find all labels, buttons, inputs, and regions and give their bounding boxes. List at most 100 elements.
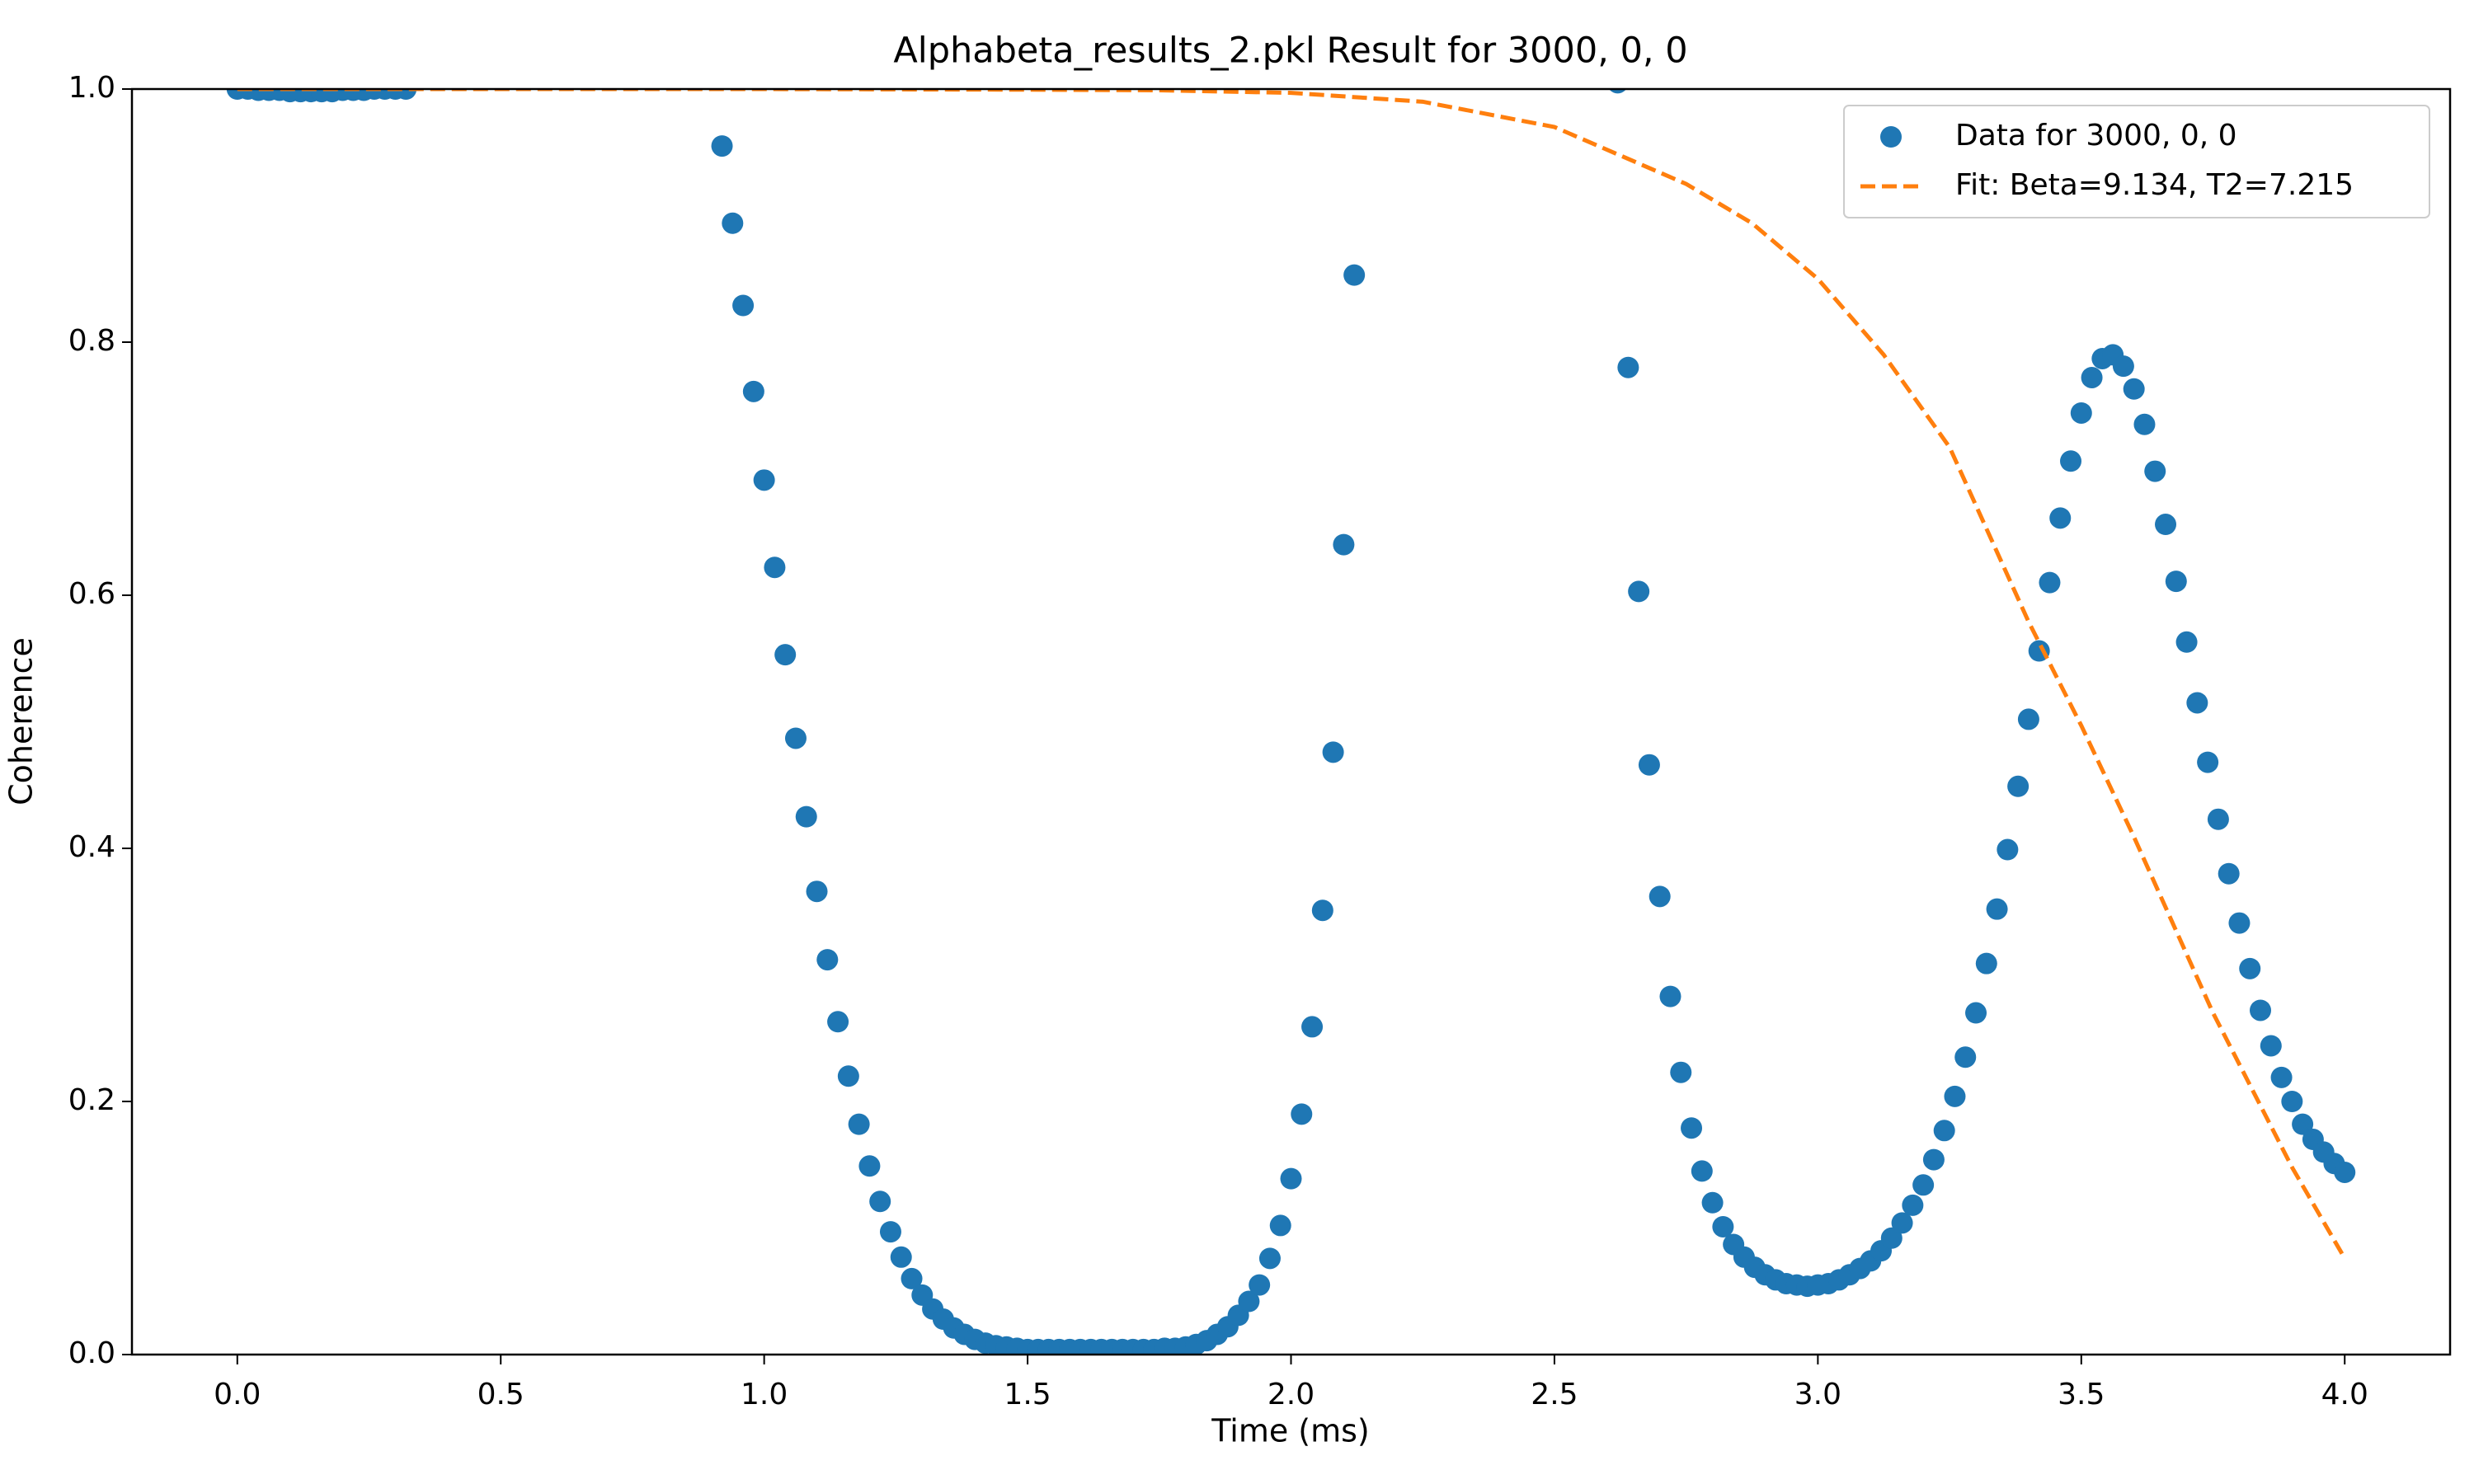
chart-title: Alphabeta_results_2.pkl Result for 3000,… — [893, 31, 1687, 72]
data-point — [1322, 741, 1344, 763]
data-point — [742, 380, 764, 402]
data-point — [1902, 1194, 1924, 1216]
x-tick-label: 4.0 — [2321, 1378, 2368, 1411]
data-point — [2155, 514, 2177, 536]
data-point — [1670, 1061, 1692, 1083]
data-point — [1691, 1160, 1713, 1182]
y-tick-label: 0.8 — [68, 324, 115, 358]
data-point — [1258, 1247, 1281, 1270]
data-point — [1609, 89, 1627, 94]
data-point — [2228, 912, 2251, 934]
data-point — [1311, 899, 1333, 922]
data-point — [2070, 402, 2092, 424]
data-point — [1249, 1274, 1271, 1296]
data-point — [1912, 1174, 1935, 1196]
data-point — [1659, 985, 1681, 1007]
data-point — [1280, 1167, 1302, 1190]
y-tick-label: 0.2 — [68, 1083, 115, 1117]
data-point — [1617, 356, 1639, 378]
data-point — [1965, 1002, 1987, 1024]
x-tick-label: 2.0 — [1268, 1378, 1315, 1411]
legend-label: Fit: Beta=9.134, T2=7.215 — [1955, 168, 2354, 202]
data-point — [901, 1267, 923, 1289]
data-point — [1712, 1215, 1734, 1237]
x-tick-label: 2.5 — [1531, 1378, 1578, 1411]
data-point — [1954, 1046, 1977, 1068]
data-point — [2218, 862, 2240, 885]
legend-box — [1843, 105, 2430, 218]
data-point — [806, 881, 828, 903]
plot-area — [226, 89, 2356, 1355]
data-point — [753, 469, 775, 491]
data-point — [395, 89, 417, 100]
data-point — [1986, 898, 2008, 920]
data-point — [2186, 692, 2208, 714]
x-tick-label: 3.0 — [1794, 1378, 1841, 1411]
y-tick-label: 1.0 — [68, 71, 115, 105]
x-axis-label: Time (ms) — [1211, 1413, 1370, 1449]
data-point — [2197, 751, 2219, 773]
data-point — [879, 1221, 901, 1243]
data-point — [2123, 378, 2145, 400]
data-point — [784, 727, 807, 749]
data-point — [1922, 1148, 1945, 1171]
data-point — [1269, 1214, 1291, 1237]
data-point — [1649, 885, 1671, 908]
data-point — [764, 556, 786, 579]
data-point — [2260, 1035, 2282, 1057]
y-tick-label: 0.0 — [68, 1336, 115, 1370]
data-point — [2081, 366, 2103, 388]
data-point — [2133, 413, 2156, 435]
data-point — [2239, 957, 2261, 979]
data-point — [1891, 1212, 1913, 1234]
data-point — [1944, 1085, 1966, 1107]
data-point — [848, 1113, 870, 1135]
data-point — [732, 294, 755, 317]
data-point — [1681, 1117, 1703, 1139]
data-point — [2334, 1161, 2356, 1183]
data-point — [2292, 1113, 2314, 1135]
data-point — [1701, 1191, 1724, 1214]
data-point — [1628, 580, 1650, 603]
data-point — [711, 135, 733, 157]
data-point — [2039, 571, 2061, 594]
data-point — [1997, 838, 2019, 861]
data-point — [1301, 1016, 1324, 1038]
data-point — [2144, 460, 2166, 482]
data-point — [2165, 571, 2187, 593]
data-point — [1933, 1120, 1955, 1142]
data-point — [1333, 533, 1355, 556]
data-point — [722, 212, 744, 234]
data-point — [1343, 264, 1366, 286]
x-tick-label: 1.5 — [1004, 1378, 1051, 1411]
y-axis-label: Coherence — [3, 637, 40, 805]
data-point — [2007, 775, 2030, 797]
x-tick-label: 0.5 — [477, 1378, 524, 1411]
data-point — [2175, 631, 2198, 653]
data-point — [837, 1065, 859, 1087]
data-point — [2270, 1066, 2293, 1088]
x-tick-label: 0.0 — [214, 1378, 261, 1411]
data-point — [2207, 808, 2229, 830]
data-point — [1238, 1290, 1260, 1313]
legend: Data for 3000, 0, 0 Fit: Beta=9.134, T2=7… — [1843, 105, 2430, 218]
data-point — [2112, 355, 2134, 378]
data-point — [2250, 999, 2272, 1021]
data-point — [1975, 952, 1997, 974]
data-point — [1638, 754, 1660, 776]
x-tick-label: 3.5 — [2058, 1378, 2105, 1411]
y-tick-label: 0.6 — [68, 577, 115, 611]
data-point — [890, 1246, 912, 1268]
data-point — [795, 805, 817, 828]
data-point — [774, 644, 797, 666]
data-point — [2049, 507, 2072, 529]
y-tick-label: 0.4 — [68, 830, 115, 864]
legend-label: Data for 3000, 0, 0 — [1955, 119, 2237, 153]
legend-marker — [1880, 126, 1902, 148]
data-point — [827, 1011, 849, 1033]
x-tick-label: 1.0 — [741, 1378, 788, 1411]
data-point — [1291, 1103, 1313, 1125]
data-point — [816, 949, 839, 971]
